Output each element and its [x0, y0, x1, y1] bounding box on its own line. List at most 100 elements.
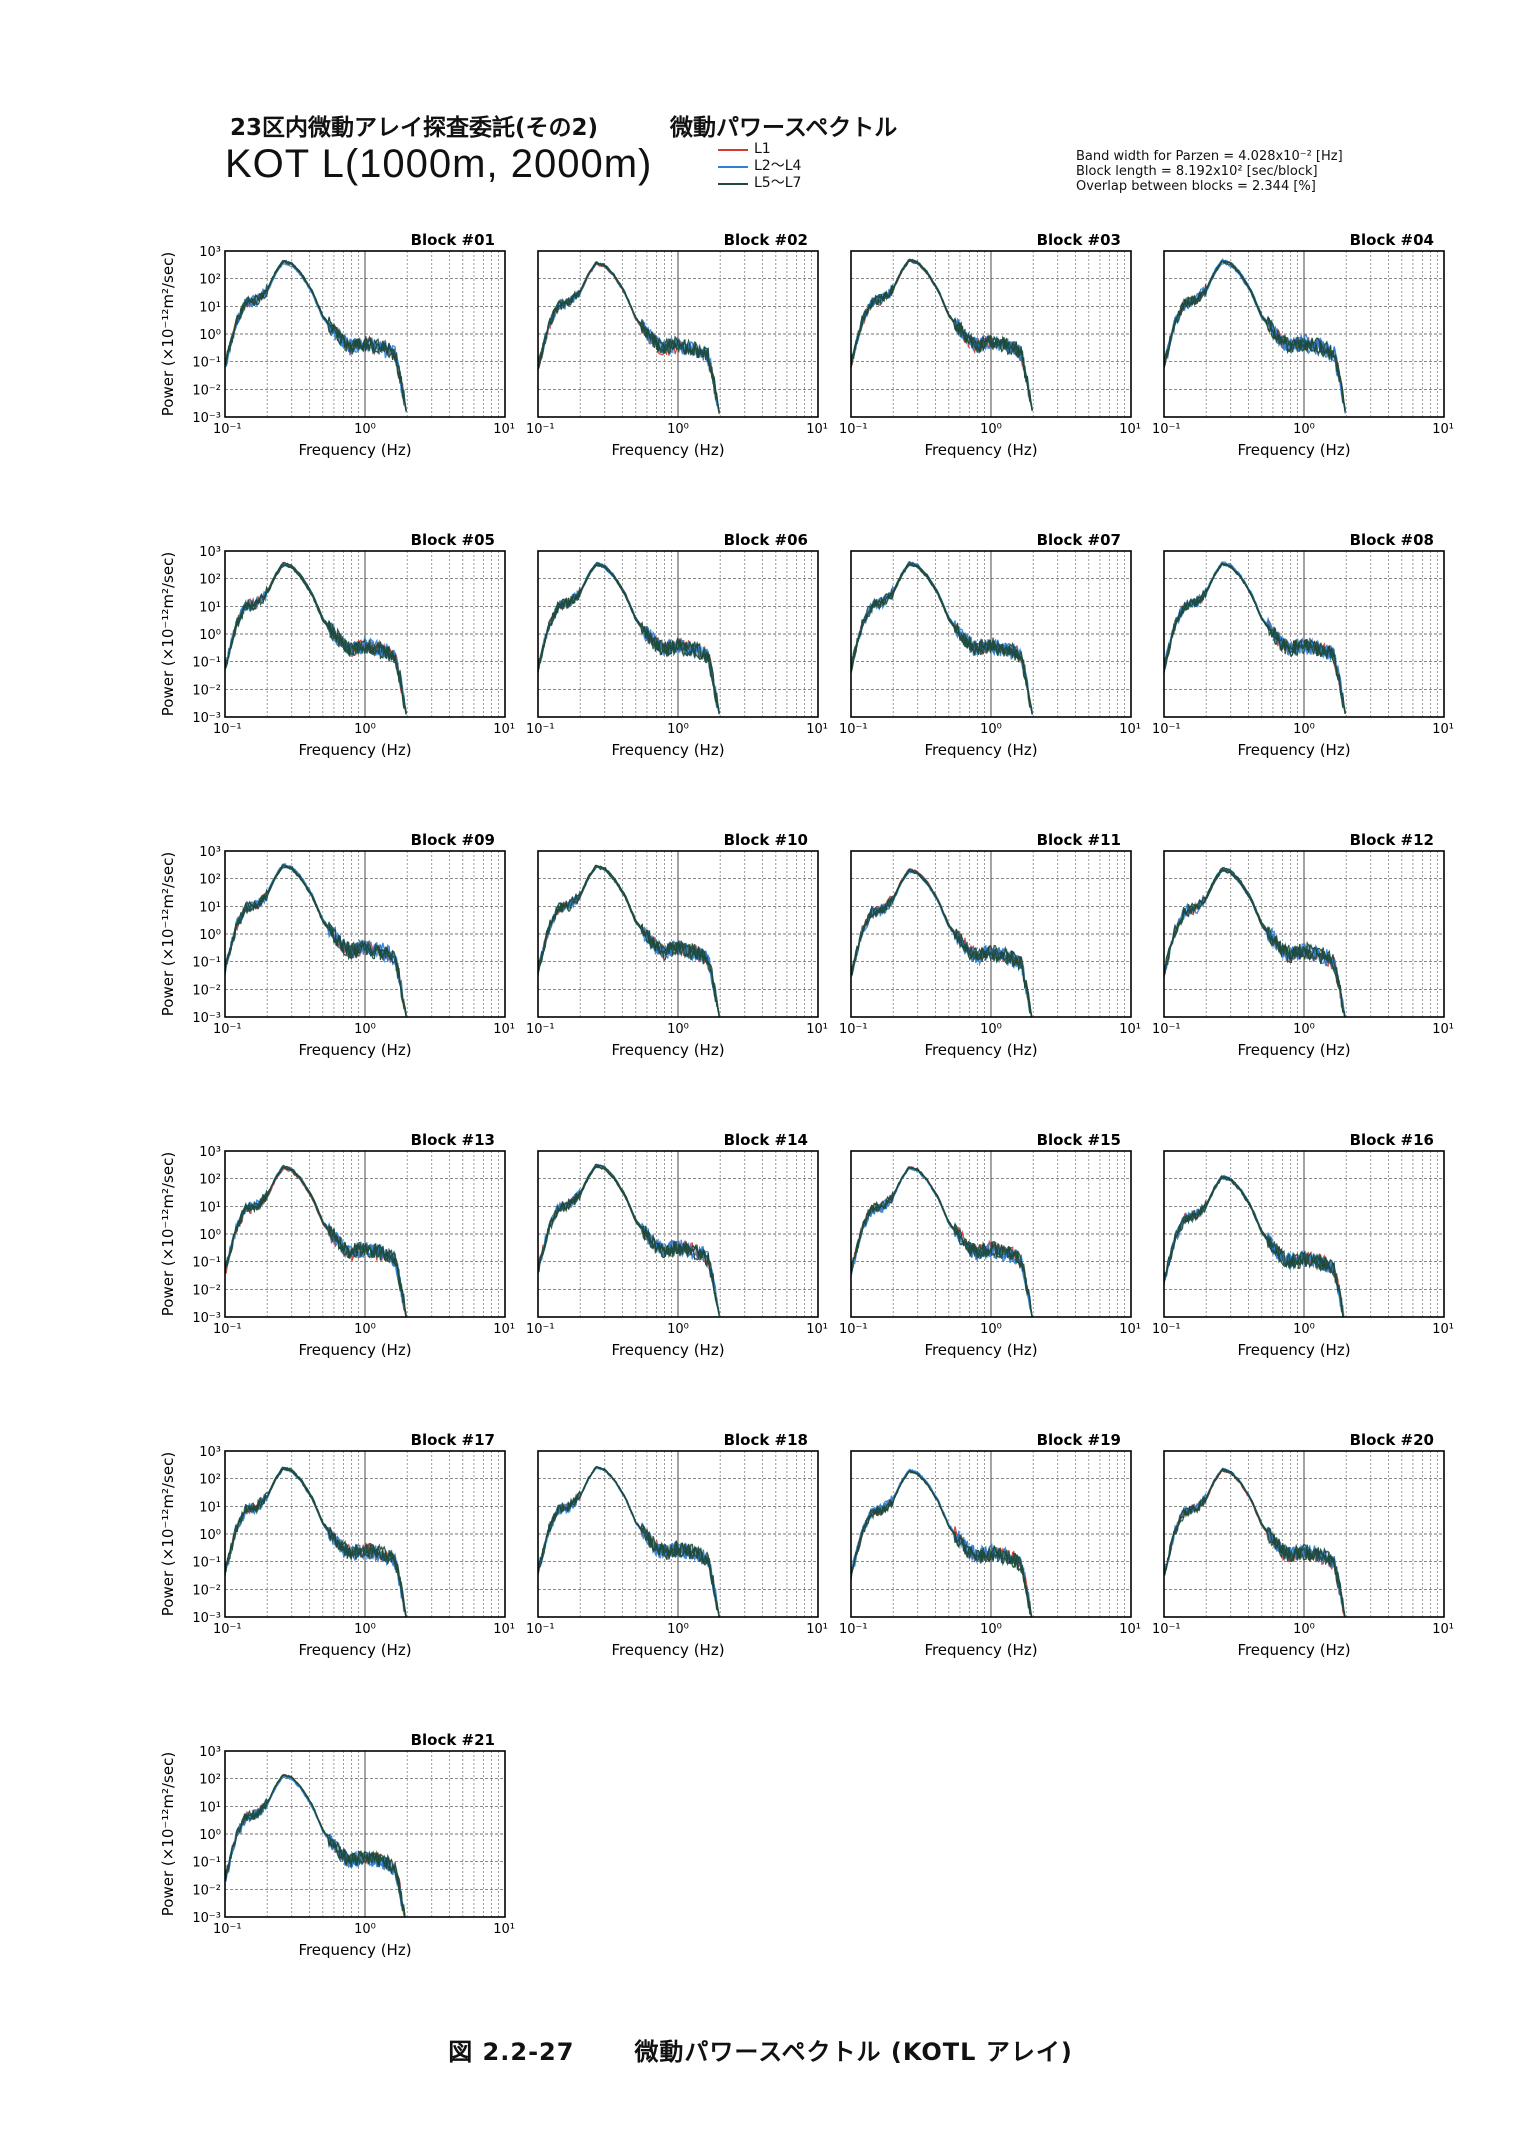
x-tick-label: 10¹	[1432, 1622, 1454, 1637]
series-line-l1	[1164, 259, 1346, 411]
plot-frame	[1163, 1150, 1445, 1318]
series-line-l2-l4	[851, 1167, 1033, 1317]
y-tick-label: 10²	[199, 273, 221, 288]
plot-frame	[537, 250, 819, 418]
series-line-l5-l7	[1164, 562, 1346, 714]
series-line-l5-l7	[538, 1465, 720, 1617]
x-tick-label: 10⁻¹	[213, 1022, 242, 1037]
x-tick-label: 10⁰	[354, 1022, 376, 1037]
series-line-l5-l7	[1164, 1468, 1346, 1617]
series-line-l5-l7	[1164, 1175, 1344, 1317]
x-tick-label: 10⁻¹	[213, 1922, 242, 1937]
series-line-l5-l7	[1164, 1176, 1345, 1317]
spectrum-panel-10: Block #10 10⁻¹ 10⁰ 10¹ Frequency (Hz)	[526, 831, 828, 1059]
block-title: Block #06	[724, 531, 808, 549]
x-tick-label: 10⁰	[667, 1022, 689, 1037]
series-line-l5-l7	[538, 564, 720, 714]
y-tick-label: 10²	[199, 1473, 221, 1488]
y-tick-label: 10⁻³	[192, 1911, 221, 1926]
plot-frame	[850, 250, 1132, 418]
series-line-l1	[538, 1466, 720, 1617]
series-line-l1	[225, 865, 407, 1016]
series-line-l2-l4	[851, 868, 1033, 1017]
y-tick-label: 10⁻¹	[192, 356, 221, 371]
series-line-l5-l7	[1164, 562, 1346, 713]
spectrum-curves	[538, 864, 720, 1017]
series-line-l2-l4	[538, 1163, 720, 1314]
series-line-l5-l7	[225, 259, 407, 412]
y-tick-label: 10⁻²	[192, 983, 221, 998]
y-tick-label: 10⁻²	[192, 1583, 221, 1598]
legend-item-l5-l7: L5～L7	[718, 175, 801, 192]
series-line-l2-l4	[1164, 1174, 1345, 1317]
x-tick-label: 10⁻¹	[213, 1622, 242, 1637]
y-tick-label: 10⁻³	[192, 1311, 221, 1326]
block-title: Block #11	[1037, 831, 1121, 849]
y-tick-label: 10⁰	[199, 1228, 221, 1243]
series-line-l5-l7	[225, 1774, 406, 1917]
x-tick-label: 10⁰	[667, 422, 689, 437]
series-line-l2-l4	[1164, 1467, 1346, 1617]
block-title: Block #17	[411, 1431, 495, 1449]
plot-frame	[224, 1450, 506, 1618]
series-line-l2-l4	[851, 1468, 1033, 1617]
series-line-l2-l4	[538, 1466, 720, 1617]
spectrum-curves	[225, 561, 407, 715]
report-title: 23区内微動アレイ探査委託(その2)	[230, 115, 599, 141]
legend-item-l2-l4: L2～L4	[718, 158, 801, 175]
block-title: Block #09	[411, 831, 495, 849]
spectrum-panel-18: Block #18 10⁻¹ 10⁰ 10¹ Frequency (Hz)	[526, 1431, 828, 1659]
series-line-l2-l4	[851, 561, 1033, 713]
block-title: Block #05	[411, 531, 495, 549]
x-tick-label: 10¹	[493, 422, 515, 437]
x-tick-label: 10⁰	[354, 722, 376, 737]
x-tick-label: 10¹	[1119, 422, 1141, 437]
caption-text: 微動パワースペクトル (KOTL アレイ)	[634, 2038, 1073, 2066]
y-tick-label: 10⁻²	[192, 683, 221, 698]
plot-frame	[1163, 1450, 1445, 1618]
x-tick-label: 10⁻¹	[839, 1022, 868, 1037]
series-line-l2-l4	[1164, 1175, 1345, 1317]
y-tick-label: 10³	[199, 1745, 221, 1760]
legend-item-l1: L1	[718, 141, 801, 158]
y-tick-label: 10⁻²	[192, 1883, 221, 1898]
series-line-l5-l7	[538, 1466, 720, 1617]
series-line-l5-l7	[538, 864, 720, 1016]
spectrum-curves	[225, 1164, 407, 1317]
plot-frame	[850, 550, 1132, 718]
series-line-l5-l7	[851, 868, 1033, 1017]
series-line-l5-l7	[851, 258, 1033, 410]
block-title: Block #20	[1350, 1431, 1434, 1449]
y-tick-label: 10⁰	[199, 1528, 221, 1543]
y-tick-label: 10³	[199, 245, 221, 260]
x-tick-label: 10⁰	[667, 1322, 689, 1337]
series-line-l2-l4	[225, 1467, 407, 1617]
series-line-l1	[225, 1773, 406, 1917]
spectrum-panel-08: Block #08 10⁻¹ 10⁰ 10¹ Frequency (Hz)	[1152, 531, 1454, 759]
spectrum-curves	[538, 1163, 720, 1317]
x-tick-label: 10⁰	[980, 422, 1002, 437]
series-line-l2-l4	[538, 262, 720, 414]
series-line-l2-l4	[225, 562, 407, 713]
series-line-l2-l4	[225, 262, 407, 413]
x-axis-label: Frequency (Hz)	[924, 441, 1037, 459]
spectrum-panel-11: Block #11 10⁻¹ 10⁰ 10¹ Frequency (Hz)	[839, 831, 1141, 1059]
x-axis-label: Frequency (Hz)	[611, 1341, 724, 1359]
spectrum-panel-12: Block #12 10⁻¹ 10⁰ 10¹ Frequency (Hz)	[1152, 831, 1454, 1059]
series-line-l5-l7	[1164, 563, 1346, 714]
spectrum-curves	[225, 259, 407, 413]
series-line-l5-l7	[538, 1164, 720, 1315]
x-tick-label: 10¹	[1119, 1022, 1141, 1037]
x-tick-label: 10¹	[806, 1322, 828, 1337]
block-title: Block #14	[724, 1131, 808, 1149]
block-title: Block #08	[1350, 531, 1434, 549]
series-line-l5-l7	[851, 1166, 1033, 1317]
x-tick-label: 10¹	[806, 722, 828, 737]
spectrum-curves	[1164, 258, 1346, 414]
x-axis-label: Frequency (Hz)	[1237, 1641, 1350, 1659]
x-axis-label: Frequency (Hz)	[924, 1341, 1037, 1359]
legend-label-l5-l7: L5～L7	[754, 175, 802, 191]
y-tick-label: 10⁻¹	[192, 1856, 221, 1871]
x-tick-label: 10⁻¹	[1152, 422, 1181, 437]
